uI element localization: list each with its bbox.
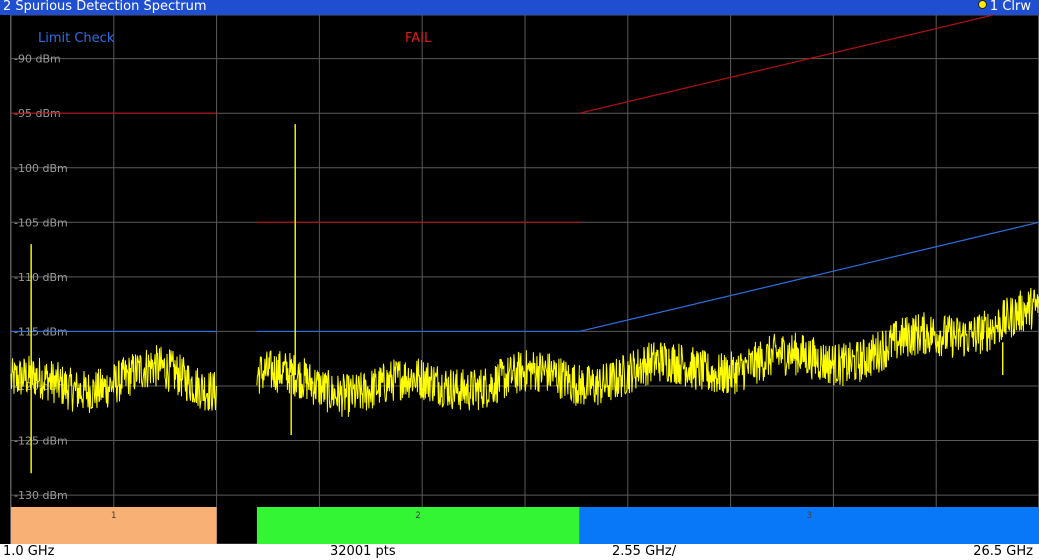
window-title-bar: 2 Spurious Detection Spectrum 1 Clrw	[0, 0, 1039, 15]
limit-line-check	[579, 221, 1039, 333]
range-bars: 1 2 3	[11, 507, 1039, 544]
y-tick-label: -130 dBm	[14, 489, 68, 502]
range-label: 2	[415, 511, 421, 521]
grid	[10, 15, 1039, 544]
range-bar-1	[11, 507, 217, 544]
limit-check-label: Limit Check	[38, 31, 115, 46]
span-per-division: 2.55 GHz/	[612, 544, 677, 559]
y-tick-label: -100 dBm	[14, 162, 68, 175]
window-title: 2 Spurious Detection Spectrum	[3, 0, 207, 14]
limit-line-upper	[579, 15, 996, 114]
y-tick-label: -125 dBm	[14, 435, 68, 448]
y-tick-label: -90 dBm	[14, 53, 61, 66]
trace-label: 1 Clrw	[989, 0, 1031, 14]
trace-1	[10, 124, 1039, 474]
y-tick-label: -110 dBm	[14, 271, 68, 284]
trace-segment	[578, 287, 1039, 406]
trace-segment	[10, 345, 217, 413]
range-label: 1	[111, 511, 117, 521]
y-axis-labels: -90 dBm-95 dBm-100 dBm-105 dBm-110 dBm-1…	[14, 53, 68, 502]
spectrum-plot: -90 dBm-95 dBm-100 dBm-105 dBm-110 dBm-1…	[10, 15, 1039, 544]
trace-segment	[256, 350, 580, 417]
range-label: 3	[806, 511, 812, 521]
trace-dot-icon	[977, 0, 987, 9]
footer-bar: 1.0 GHz 32001 pts 2.55 GHz/ 26.5 GHz	[0, 544, 1039, 560]
limit-lines	[11, 15, 1039, 333]
start-frequency: 1.0 GHz	[3, 544, 55, 559]
trace-indicator[interactable]: 1 Clrw	[977, 0, 1031, 15]
limit-check-result: FAIL	[405, 31, 432, 46]
y-tick-label: -105 dBm	[14, 216, 68, 229]
range-bar-3	[579, 507, 1039, 544]
stop-frequency: 26.5 GHz	[973, 544, 1033, 559]
sweep-points: 32001 pts	[330, 544, 396, 559]
range-bar-2	[256, 507, 580, 544]
